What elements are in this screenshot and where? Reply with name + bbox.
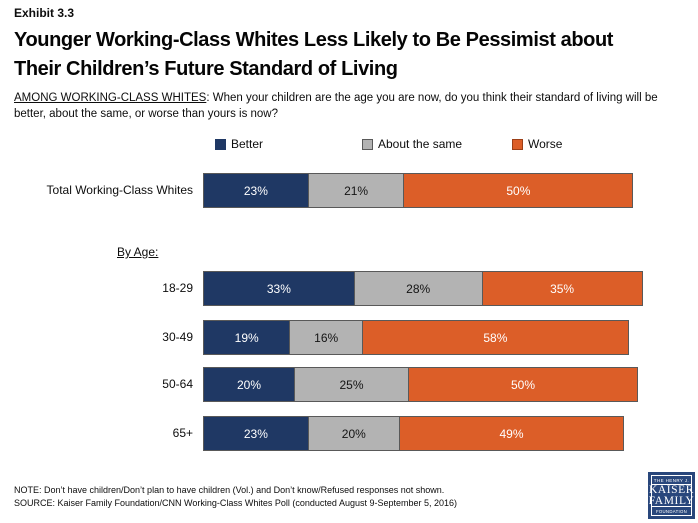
bar-18-29: 33% 28% 35% xyxy=(203,271,663,306)
kff-logo-line3: FAMILY xyxy=(648,494,695,507)
exhibit-number: Exhibit 3.3 xyxy=(14,6,75,20)
legend-label-about-the-same: About the same xyxy=(378,137,463,151)
bar-total: 23% 21% 50% xyxy=(203,173,663,208)
survey-question-lead: AMONG WORKING-CLASS WHITES xyxy=(14,92,207,104)
legend-label-better: Better xyxy=(231,137,264,151)
row-label-65plus: 65+ xyxy=(172,426,193,440)
section-label-by-age: By Age: xyxy=(117,245,159,259)
bar-segment-better: 23% xyxy=(203,173,309,208)
bar-segment-about-the-same: 25% xyxy=(294,367,409,402)
bar-segment-worse: 35% xyxy=(481,271,643,306)
row-label-30-49: 30-49 xyxy=(162,330,193,344)
bar-segment-about-the-same: 28% xyxy=(353,271,483,306)
legend-item-worse: Worse xyxy=(512,137,562,151)
page-title-line1: Younger Working-Class Whites Less Likely… xyxy=(14,29,614,51)
bar-segment-worse: 49% xyxy=(398,416,625,451)
footnotes: NOTE: Don’t have children/Don’t plan to … xyxy=(14,484,457,509)
legend-label-worse: Worse xyxy=(528,137,563,151)
kff-logo-line4: FOUNDATION xyxy=(652,506,691,515)
note-line: NOTE: Don’t have children/Don’t plan to … xyxy=(14,485,445,495)
bar-segment-about-the-same: 21% xyxy=(307,173,405,208)
kff-logo-inner: THE HENRY J. KAISER FAMILY FOUNDATION xyxy=(648,475,695,516)
legend-item-better: Better xyxy=(215,137,263,151)
bar-segment-better: 19% xyxy=(203,320,291,355)
bar-30-49: 19% 16% 58% xyxy=(203,320,663,355)
kff-logo-line1: THE HENRY J. xyxy=(652,476,691,485)
bar-segment-about-the-same: 20% xyxy=(307,416,400,451)
survey-question-rest: : When your children are the age you are… xyxy=(14,92,658,120)
page-title: Younger Working-Class Whites Less Likely… xyxy=(14,26,613,84)
kaiser-family-foundation-logo: THE HENRY J. KAISER FAMILY FOUNDATION xyxy=(648,472,695,519)
bar-segment-worse: 50% xyxy=(403,173,634,208)
row-label-50-64: 50-64 xyxy=(162,377,193,391)
row-label-18-29: 18-29 xyxy=(162,281,193,295)
bar-50-64: 20% 25% 50% xyxy=(203,367,663,402)
bar-segment-better: 20% xyxy=(203,367,295,402)
legend-swatch-about-the-same xyxy=(362,138,373,150)
kff-logo-line2: KAISER xyxy=(648,484,695,496)
legend-swatch-better xyxy=(215,138,226,150)
legend-swatch-worse xyxy=(512,138,523,150)
bar-segment-about-the-same: 16% xyxy=(289,320,363,355)
page-title-line2: Their Children’s Future Standard of Livi… xyxy=(14,58,398,80)
bar-65plus: 23% 20% 49% xyxy=(203,416,663,451)
bar-segment-worse: 58% xyxy=(361,320,629,355)
legend-item-about-the-same: About the same xyxy=(362,137,462,151)
bar-segment-better: 23% xyxy=(203,416,309,451)
survey-question: AMONG WORKING-CLASS WHITES: When your ch… xyxy=(14,90,690,122)
row-label-total: Total Working-Class Whites xyxy=(46,183,193,197)
bar-segment-worse: 50% xyxy=(408,367,638,402)
source-line: SOURCE: Kaiser Family Foundation/CNN Wor… xyxy=(14,497,458,508)
bar-segment-better: 33% xyxy=(203,271,355,306)
